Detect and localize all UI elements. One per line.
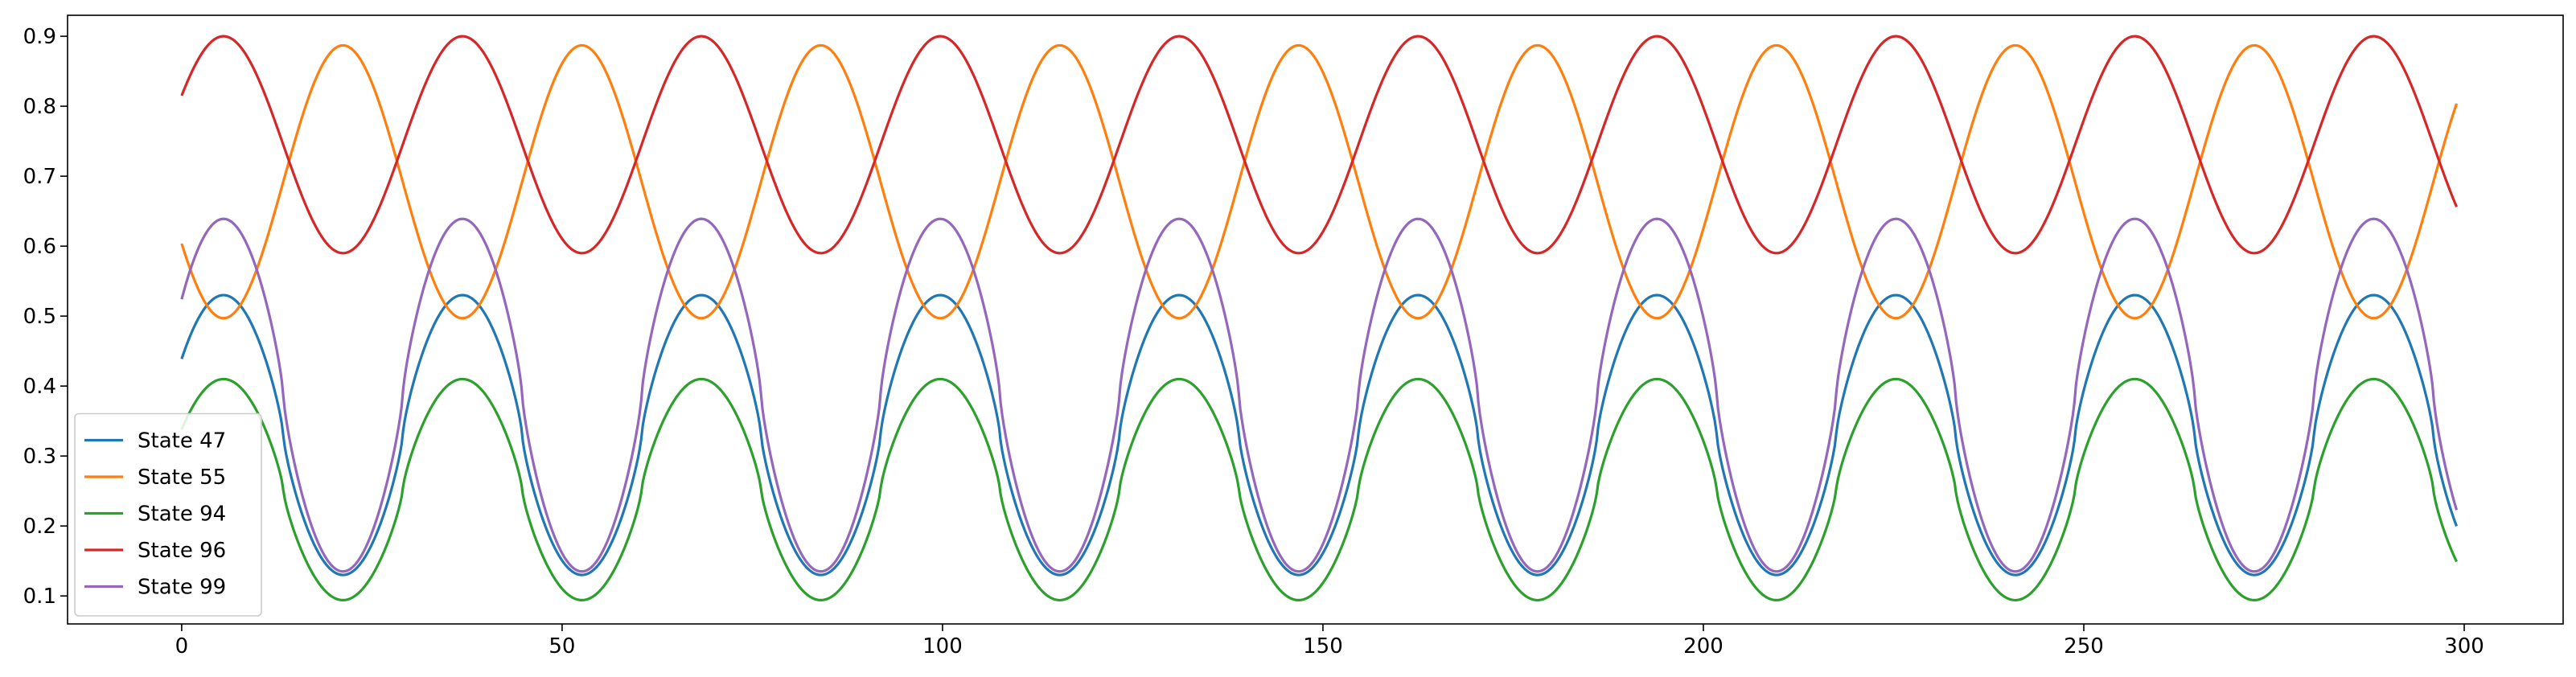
- x-tick-label: 100: [922, 634, 963, 659]
- series-line-state-94: [180, 377, 2458, 602]
- y-tick-label: 0.8: [23, 95, 56, 119]
- x-tick-label: 0: [175, 634, 189, 659]
- series-line-state-96: [180, 35, 2459, 255]
- series-line-state-55: [180, 43, 2459, 320]
- x-tick-label: 150: [1303, 634, 1343, 659]
- legend-box: [74, 412, 262, 617]
- series-layer: [180, 35, 2459, 602]
- legend-label: State 96: [138, 539, 226, 563]
- plot-area-background: [68, 15, 2563, 624]
- legend-label: State 47: [138, 429, 226, 453]
- x-tick-label: 200: [1683, 634, 1723, 659]
- plot-frame: [67, 14, 2564, 625]
- x-tick-label: 50: [548, 634, 575, 659]
- legend: State 47 State 55 State 94 State 96 State 99: [74, 412, 262, 617]
- axis-layer: 0 50 100 150 200 250 300 0.1 0.2 0.3 0.4 0.5 0.6 0.7 0…: [23, 25, 2484, 659]
- y-tick-label: 0.9: [23, 25, 56, 49]
- y-tick-label: 0.4: [23, 375, 56, 399]
- y-tick-label: 0.7: [23, 165, 56, 189]
- series-line-state-47: [180, 293, 2459, 576]
- legend-label: State 55: [138, 466, 226, 490]
- legend-label: State 99: [138, 576, 226, 600]
- series-line-state-99: [180, 217, 2459, 573]
- x-tick-label: 300: [2444, 634, 2484, 659]
- x-tick-label: 250: [2064, 634, 2104, 659]
- legend-label: State 94: [138, 503, 226, 527]
- y-tick-label: 0.6: [23, 235, 56, 259]
- y-tick-label: 0.3: [23, 445, 56, 469]
- y-tick-label: 0.5: [23, 305, 56, 329]
- y-tick-label: 0.2: [23, 515, 56, 539]
- y-tick-label: 0.1: [23, 585, 56, 609]
